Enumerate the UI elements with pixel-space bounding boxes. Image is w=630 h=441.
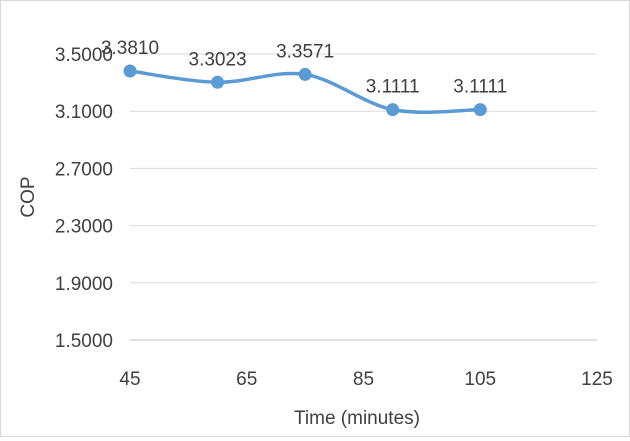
data-point bbox=[123, 64, 137, 78]
x-tick-label: 45 bbox=[119, 369, 140, 390]
x-axis-title: Time (minutes) bbox=[294, 408, 420, 429]
y-tick-label: 2.3000 bbox=[55, 217, 113, 238]
y-tick-label: 2.7000 bbox=[55, 159, 113, 180]
y-tick-label: 1.9000 bbox=[55, 274, 113, 295]
data-point bbox=[386, 103, 400, 117]
data-point bbox=[473, 103, 487, 117]
data-point bbox=[298, 67, 312, 81]
y-tick-label: 3.5000 bbox=[55, 45, 113, 66]
x-tick-label: 85 bbox=[353, 369, 374, 390]
x-tick-label: 125 bbox=[581, 369, 613, 390]
series-layer bbox=[123, 64, 487, 117]
data-point bbox=[211, 75, 225, 89]
y-tick-labels: 1.5000 1.9000 2.3000 2.7000 3.1000 3.5000 bbox=[55, 45, 113, 352]
data-label: 3.3571 bbox=[276, 41, 334, 62]
x-tick-labels: 45 65 85 105 125 bbox=[119, 369, 612, 390]
data-labels: 3.3810 3.3023 3.3571 3.1111 3.1111 bbox=[101, 38, 507, 98]
y-tick-label: 3.1000 bbox=[55, 102, 113, 123]
data-label: 3.3023 bbox=[189, 49, 247, 70]
data-label: 3.1111 bbox=[453, 77, 507, 98]
data-label: 3.3810 bbox=[101, 38, 159, 59]
y-tick-label: 1.5000 bbox=[55, 331, 113, 352]
x-tick-label: 65 bbox=[236, 369, 257, 390]
x-tick-label: 105 bbox=[464, 369, 496, 390]
y-axis-title: COP bbox=[18, 176, 39, 217]
gridlines bbox=[130, 53, 597, 284]
data-label: 3.1111 bbox=[366, 77, 420, 98]
